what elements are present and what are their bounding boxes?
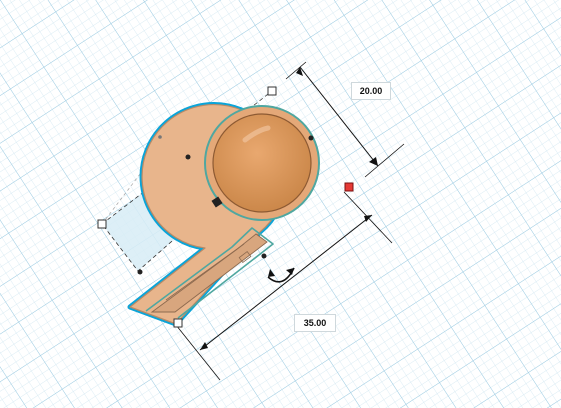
bowl-highlight [242,125,271,143]
rotate-arrow-icon[interactable] [267,267,295,283]
selected-shape[interactable] [127,102,320,327]
resize-handle-bottom[interactable] [173,318,183,328]
red-square-handle-icon[interactable] [344,182,354,192]
edge-handle-3[interactable] [137,269,143,275]
handle-slot-outline [145,227,274,319]
resize-handle-top[interactable] [267,86,277,96]
edge-handle-4[interactable] [261,253,267,259]
center-grip[interactable] [211,196,223,208]
edge-handle-2[interactable] [308,135,314,141]
edge-handle-5[interactable] [158,135,162,139]
dimension-bottom-input[interactable]: 35.00 [294,314,336,332]
handle-slot-line [165,243,245,301]
dimension-top-input[interactable]: 20.00 [351,82,391,100]
slot-end-notch [238,251,252,263]
resize-handle-left[interactable] [97,219,107,229]
dimension-bottom [175,191,393,381]
dimension-top [285,61,405,178]
bowl-inner [212,113,312,213]
handle-slot-inner [150,233,268,313]
edge-handle-1[interactable] [185,154,191,160]
